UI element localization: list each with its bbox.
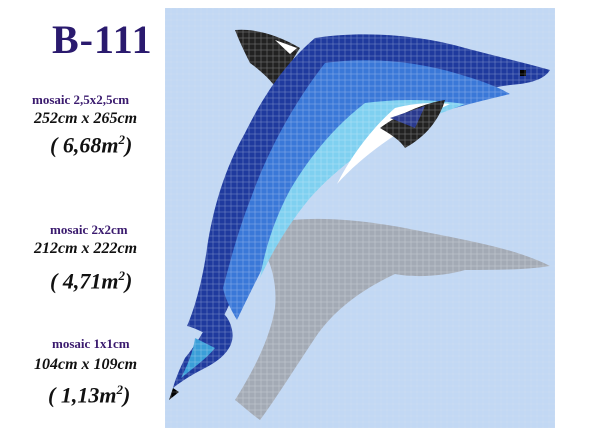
spec-1-area: ( 6,68m2) (50, 132, 133, 158)
spec-3-dimensions: 104cm x 109cm (34, 356, 138, 373)
spec-3-tile-size: mosaic 1x1cm (52, 336, 130, 351)
spec-2-tile-size: mosaic 2x2cm (50, 222, 128, 237)
spec-2-dimensions: 212cm x 222cm (34, 240, 138, 257)
pattern-code-title: B-111 (52, 17, 153, 62)
spec-1-tile-size: mosaic 2,5x2,5cm (32, 92, 130, 107)
spec-1-dimensions: 252cm x 265cm (34, 110, 138, 127)
dolphin-mosaic-image (165, 8, 555, 428)
mosaic-artwork (165, 8, 555, 428)
mosaic-grid-overlay (165, 8, 555, 428)
spec-2-area: ( 4,71m2) (50, 268, 133, 294)
spec-3-area: ( 1,13m2) (48, 382, 131, 408)
